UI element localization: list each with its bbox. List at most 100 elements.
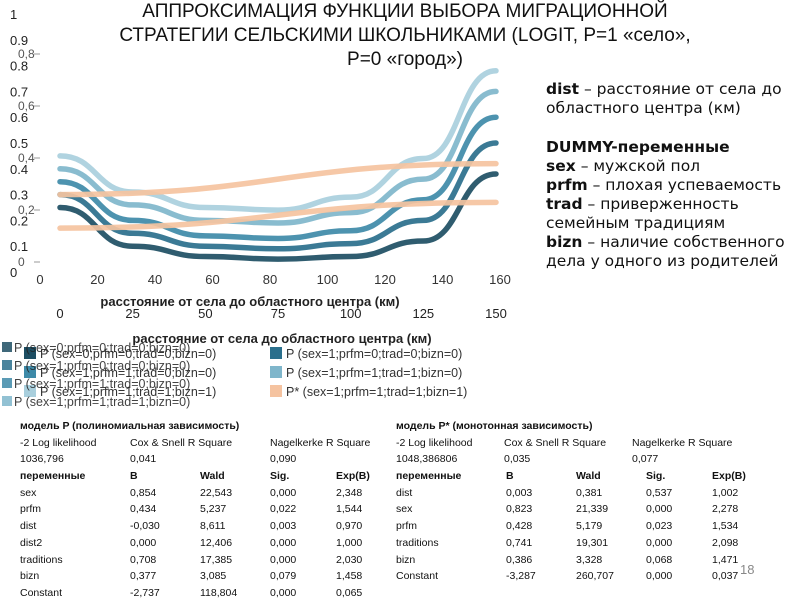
- stats-cell: 2,030: [336, 553, 363, 566]
- stats-cell: -3,287: [506, 570, 536, 583]
- series-lines: [57, 68, 499, 262]
- y-tick-label: 0.9: [10, 33, 28, 48]
- slide-number: 18: [740, 562, 755, 577]
- coef-row: dist -0,030 8,611 0,003 0,970: [20, 518, 380, 535]
- stats-cell: 1,002: [712, 486, 739, 499]
- glossary-desc-dist: – расстояние от села до областного центр…: [546, 80, 782, 117]
- glossary-term-sex: sex: [546, 157, 576, 175]
- stats-cell: Nagelkerke R Square: [270, 436, 371, 449]
- stats-cell: traditions: [20, 553, 63, 566]
- glossary-bizn: bizn – наличие собственного дела у одног…: [546, 233, 796, 271]
- stats-cell: 19,301: [576, 536, 609, 549]
- stats-cell: 0,000: [646, 570, 673, 583]
- stats-cell: 0,065: [336, 586, 363, 599]
- glossary-term-prfm: prfm: [546, 176, 588, 194]
- stats-cell: dist2: [20, 536, 43, 549]
- x-axis-label-back: расстояние от села до областного центра …: [100, 294, 399, 309]
- stats-cell: sex: [396, 503, 413, 516]
- stats-cell: sex: [20, 486, 37, 499]
- x-tick-label-back: 120: [374, 272, 396, 287]
- legend-swatch: [270, 347, 282, 359]
- stats-cell: 0,000: [130, 536, 157, 549]
- series-line-5: [57, 68, 499, 213]
- stats-cell: Exp(B): [712, 470, 746, 483]
- legend-label: P (sex=1;prfm=1;trad=0;bizn=0): [40, 366, 216, 380]
- stats-cell: 0,377: [130, 570, 157, 583]
- stats-cell: 0,037: [712, 570, 739, 583]
- legend-label: P (sex=1;prfm=1;trad=1;bizn=1): [40, 385, 216, 399]
- glossary-term-trad: trad: [546, 195, 583, 213]
- ghost-legend-swatch: [2, 360, 12, 370]
- y-tick-label: 0.3: [10, 188, 28, 203]
- stats-cell: 0,035: [504, 453, 531, 466]
- ghost-y-tick-label: 0,6: [18, 99, 35, 113]
- coef-row: traditions 0,708 17,385 0,000 2,030: [20, 552, 380, 569]
- stats-cell: 1,534: [712, 520, 739, 533]
- x-tick-label: 125: [412, 306, 434, 321]
- stats-cell: 0,000: [270, 586, 297, 599]
- ghost-legend-label: P (sex=1;prfm=0;trad=0;bizn=0): [14, 359, 190, 373]
- stats-cell: 0,000: [270, 536, 297, 549]
- title-line-3: P=0 «город»): [347, 49, 463, 70]
- stats-cell: 0,000: [270, 486, 297, 499]
- slide-title: АППРОКСИМАЦИЯ ФУНКЦИИ ВЫБОРА МИГРАЦИОННО…: [10, 0, 800, 72]
- stats-cell: Constant: [396, 570, 439, 583]
- legend-swatch: [24, 366, 36, 378]
- stats-cell: 0,077: [632, 453, 659, 466]
- x-tick-label: 150: [485, 306, 507, 321]
- glossary-desc-prfm: – плохая успеваемость: [592, 176, 782, 194]
- stats-cell: -2,737: [130, 586, 160, 599]
- stats-cell: 0,003: [506, 486, 533, 499]
- ghost-y-tick-label: 0: [18, 255, 25, 269]
- x-tick-label-back: 60: [205, 272, 219, 287]
- stats-cell: переменные: [20, 470, 86, 483]
- coef-row: dist 0,003 0,381 0,537 1,002: [396, 485, 756, 502]
- ghost-legend-label: P (sex=1;prfm=1;trad=1;bizn=0): [14, 395, 190, 409]
- coef-row: sex 0,854 22,543 0,000 2,348: [20, 485, 380, 502]
- x-tick-label-back: 20: [90, 272, 104, 287]
- fit-header-row: -2 Log likelihood Cox & Snell R Square Nag…: [20, 435, 380, 452]
- fit-header-row: -2 Log likelihood Cox & Snell R Square Nag…: [396, 435, 756, 452]
- stats-cell: 2,348: [336, 486, 363, 499]
- stats-cell: 1,544: [336, 503, 363, 516]
- x-tick-label: 50: [198, 306, 212, 321]
- glossary-trad: trad – приверженность семейным традициям: [546, 195, 796, 233]
- glossary-prfm: prfm – плохая успеваемость: [546, 176, 796, 195]
- stats-cell: 2,098: [712, 536, 739, 549]
- series-line-2: [57, 140, 499, 252]
- stats-cell: 22,543: [200, 486, 233, 499]
- fit-value-row: 1036,796 0,041 0,090: [20, 451, 380, 468]
- stats-cell: 0,741: [506, 536, 533, 549]
- glossary-term-dist: dist: [546, 80, 580, 98]
- stats-cell: 0,090: [270, 453, 297, 466]
- title-line-1: АППРОКСИМАЦИЯ ФУНКЦИИ ВЫБОРА МИГРАЦИОННО…: [142, 1, 668, 22]
- chart: 00,20,40,60,8 00.10.20.30.40.50.60.70.80…: [2, 7, 511, 409]
- stats-cell: переменные: [396, 470, 462, 483]
- stats-cell: 0,386: [506, 553, 533, 566]
- glossary-dummy-heading: DUMMY-переменные: [546, 138, 730, 156]
- stats-cell: 0,000: [270, 553, 297, 566]
- glossary-dist: dist – расстояние от села до областного …: [546, 80, 796, 118]
- legend-label: P (sex=1;prfm=1;trad=1;bizn=0): [286, 366, 462, 380]
- stats-cell: Sig.: [646, 470, 666, 483]
- x-tick-label: 75: [271, 306, 285, 321]
- stats-cell: 0,068: [646, 553, 673, 566]
- stats-cell: -2 Log likelihood: [396, 436, 473, 449]
- y-tick-label: 0.6: [10, 110, 28, 125]
- legend-swatch: [24, 347, 36, 359]
- x-tick-label: 100: [340, 306, 362, 321]
- stats-table-monotone: модель P* (монотонная зависимость) -2 Log…: [396, 418, 756, 585]
- stats-cell: 260,707: [576, 570, 614, 583]
- series-line-7: [57, 199, 499, 231]
- x-tick-label-back: 80: [263, 272, 277, 287]
- legend: P (sex=0;prfm=0;trad=0;bizn=0) P (sex=1;p…: [2, 341, 467, 409]
- title-line-2: СТРАТЕГИИ СЕЛЬСКИМИ ШКОЛЬНИКАМИ (LOGIT, …: [119, 25, 691, 46]
- x-tick-label: 0: [56, 306, 63, 321]
- y-tick-label: 0.5: [10, 136, 28, 151]
- stats-cell: 12,406: [200, 536, 233, 549]
- stats-title: модель P (полиномиальная зависимость): [20, 420, 240, 432]
- coef-row: traditions 0,741 19,301 0,000 2,098: [396, 535, 756, 552]
- stats-cell: Nagelkerke R Square: [632, 436, 733, 449]
- y-tick-label: 0.2: [10, 213, 28, 228]
- coef-row: bizn 0,386 3,328 0,068 1,471: [396, 552, 756, 569]
